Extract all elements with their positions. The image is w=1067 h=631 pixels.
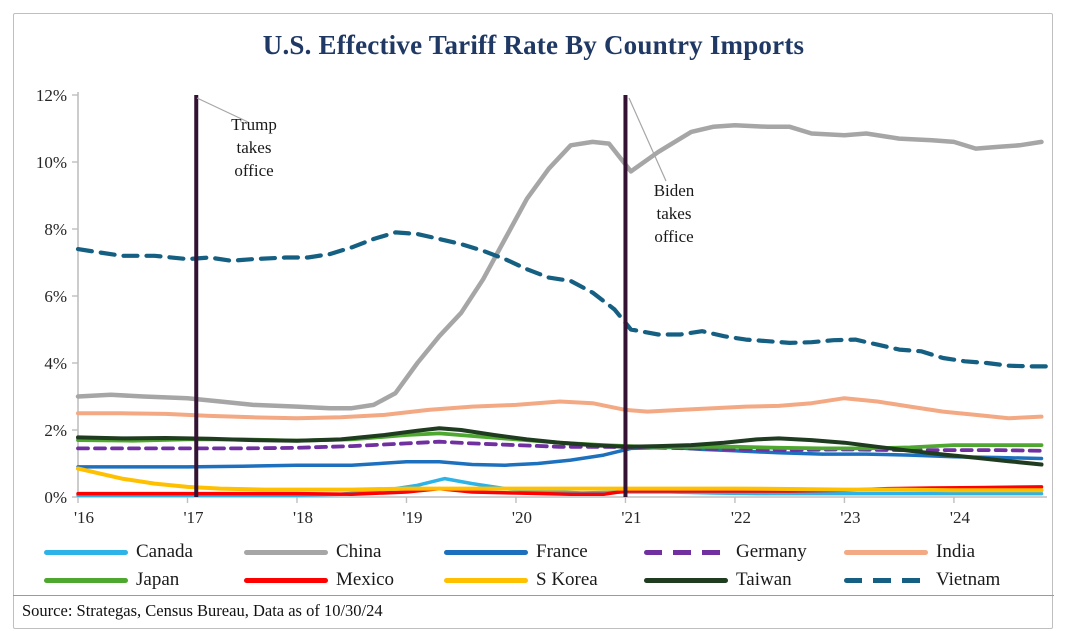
legend-item-germany: Germany <box>644 541 834 563</box>
y-tick-label: 8% <box>44 220 67 239</box>
legend-label-canada: Canada <box>136 541 193 562</box>
france-swatch <box>444 549 528 555</box>
japan-swatch <box>44 577 128 583</box>
x-tick-label: '22 <box>731 508 751 527</box>
x-tick-label: '24 <box>950 508 971 527</box>
y-tick-label: 4% <box>44 354 67 373</box>
legend-label-taiwan: Taiwan <box>736 569 792 590</box>
chart-legend: Canada China France Germany India Japan Mexico… <box>44 541 1034 591</box>
y-tick-label: 2% <box>44 421 67 440</box>
s-korea-swatch <box>444 577 528 583</box>
source-divider <box>13 595 1054 596</box>
legend-item-canada: Canada <box>44 541 234 563</box>
y-tick-label: 12% <box>36 86 67 105</box>
legend-item-taiwan: Taiwan <box>644 569 834 591</box>
leader-line-trump-takes-office <box>196 97 249 123</box>
germany-swatch <box>644 549 728 555</box>
mexico-swatch <box>244 577 328 583</box>
annotation-biden-takes-office: Biden takes office <box>653 181 695 246</box>
legend-label-s-korea: S Korea <box>536 569 598 590</box>
legend-label-france: France <box>536 541 588 562</box>
legend-label-india: India <box>936 541 976 562</box>
legend-item-china: China <box>244 541 434 563</box>
x-tick-label: '20 <box>512 508 532 527</box>
s-korea-line <box>76 466 1044 493</box>
legend-item-mexico: Mexico <box>244 569 434 591</box>
china-line <box>75 122 1044 411</box>
taiwan-line <box>76 426 1044 467</box>
legend-label-germany: Germany <box>736 541 807 562</box>
y-tick-label: 0% <box>44 488 67 507</box>
x-tick-label: '21 <box>621 508 641 527</box>
vietnam-swatch <box>844 577 928 583</box>
x-tick-label: '23 <box>840 508 860 527</box>
legend-item-vietnam: Vietnam <box>844 569 1034 591</box>
legend-label-vietnam: Vietnam <box>936 569 1001 590</box>
leader-line-biden-takes-office <box>628 97 667 182</box>
taiwan-swatch <box>644 577 728 583</box>
chart-title: U.S. Effective Tariff Rate By Country Im… <box>262 30 805 60</box>
canada-swatch <box>44 549 128 555</box>
legend-label-china: China <box>336 541 382 562</box>
legend-item-japan: Japan <box>44 569 234 591</box>
x-tick-label: '19 <box>402 508 422 527</box>
legend-item-india: India <box>844 541 1034 563</box>
y-tick-label: 6% <box>44 287 67 306</box>
annotation-trump-takes-office: Trump takes office <box>231 115 277 180</box>
india-swatch <box>844 549 928 555</box>
x-tick-label: '17 <box>183 508 204 527</box>
france-line <box>76 445 1044 469</box>
legend-item-s-korea: S Korea <box>444 569 634 591</box>
legend-label-japan: Japan <box>136 569 180 590</box>
x-tick-label: '16 <box>74 508 94 527</box>
vietnam-line <box>75 230 1050 369</box>
x-tick-label: '18 <box>293 508 313 527</box>
china-swatch <box>244 549 328 555</box>
y-tick-label: 10% <box>36 153 67 172</box>
legend-label-mexico: Mexico <box>336 569 395 590</box>
legend-item-france: France <box>444 541 634 563</box>
source-note: Source: Strategas, Census Bureau, Data a… <box>22 601 383 620</box>
